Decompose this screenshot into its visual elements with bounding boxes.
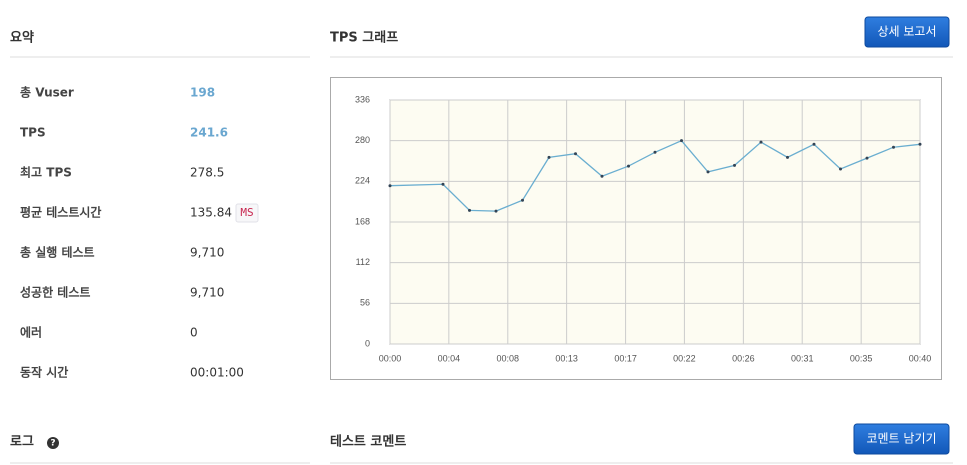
row-value: 00:01:00 bbox=[190, 366, 244, 380]
unit-label: MS bbox=[240, 206, 253, 219]
y-tick-label: 280 bbox=[355, 135, 370, 145]
row-value: 198 bbox=[190, 86, 215, 100]
log-title: 로그 bbox=[10, 435, 34, 450]
row-label: 총 Vuser bbox=[20, 85, 74, 100]
point bbox=[494, 209, 498, 213]
y-tick-label: 56 bbox=[360, 298, 370, 308]
chart: 0 56 112 168 224 280 336 00:00 00:04 00:08 00:13 00… bbox=[355, 94, 931, 363]
x-tick-label: 00:31 bbox=[791, 353, 814, 363]
report-button[interactable] bbox=[864, 16, 950, 48]
point bbox=[892, 145, 895, 149]
row-label: 평균 테스트시간 bbox=[20, 205, 101, 220]
report-button-label[interactable]: 상세 보고서 bbox=[877, 25, 936, 39]
point bbox=[680, 139, 683, 143]
point bbox=[918, 142, 922, 146]
point bbox=[441, 182, 445, 186]
point bbox=[574, 152, 577, 156]
point bbox=[521, 198, 524, 202]
x-tick-label: 00:13 bbox=[555, 353, 578, 363]
y-tick-label: 0 bbox=[365, 338, 370, 348]
comment-button[interactable] bbox=[853, 423, 950, 455]
comment-title: 테스트 코멘트 bbox=[330, 434, 406, 450]
point bbox=[547, 155, 551, 159]
x-tick-label: 00:00 bbox=[379, 353, 402, 363]
x-tick-label: 00:08 bbox=[497, 353, 520, 363]
row-label: 에러 bbox=[20, 325, 42, 340]
point bbox=[706, 170, 710, 174]
point bbox=[839, 167, 842, 171]
y-tick-label: 336 bbox=[355, 94, 370, 104]
point bbox=[786, 155, 789, 159]
help-icon-label[interactable]: ? bbox=[50, 439, 55, 449]
x-tick-label: 00:35 bbox=[850, 353, 873, 363]
graph-title: TPS 그래프 bbox=[330, 31, 398, 46]
row-label: 성공한 테스트 bbox=[20, 285, 90, 300]
point bbox=[468, 208, 471, 212]
row-label: 동작 시간 bbox=[20, 365, 68, 380]
row-value: 241.6 bbox=[190, 126, 228, 140]
row-value: 9,710 bbox=[190, 286, 224, 300]
summary-rows: 총 Vuser 198 TPS 241.6 최고 TPS 278.5 평균 테스트시간 135… bbox=[20, 85, 259, 380]
help-icon[interactable] bbox=[47, 437, 59, 449]
comment-button-label[interactable]: 코멘트 남기기 bbox=[866, 432, 936, 446]
x-tick-label: 00:22 bbox=[673, 353, 696, 363]
point bbox=[865, 156, 869, 160]
row-value: 278.5 bbox=[190, 166, 224, 180]
point bbox=[600, 174, 604, 178]
point bbox=[812, 142, 816, 146]
point bbox=[388, 184, 392, 188]
row-label: 총 실행 테스트 bbox=[20, 245, 95, 260]
point bbox=[733, 163, 736, 167]
point bbox=[759, 140, 763, 144]
x-tick-label: 00:17 bbox=[614, 353, 637, 363]
x-tick-label: 00:40 bbox=[909, 353, 932, 363]
point bbox=[627, 164, 630, 168]
x-tick-label: 00:26 bbox=[732, 353, 755, 363]
x-tick-label: 00:04 bbox=[438, 353, 461, 363]
row-value: 0 bbox=[190, 326, 198, 340]
unit-badge bbox=[235, 203, 259, 223]
row-value: 135.84 bbox=[190, 206, 232, 220]
row-label: 최고 TPS bbox=[20, 165, 72, 180]
summary-title: 요약 bbox=[10, 30, 34, 46]
row-value: 9,710 bbox=[190, 246, 224, 260]
y-tick-label: 224 bbox=[355, 176, 370, 186]
point bbox=[653, 150, 657, 154]
y-tick-label: 168 bbox=[355, 216, 370, 226]
line bbox=[389, 139, 921, 212]
y-tick-label: 112 bbox=[356, 257, 370, 267]
row-label: TPS bbox=[20, 126, 46, 140]
